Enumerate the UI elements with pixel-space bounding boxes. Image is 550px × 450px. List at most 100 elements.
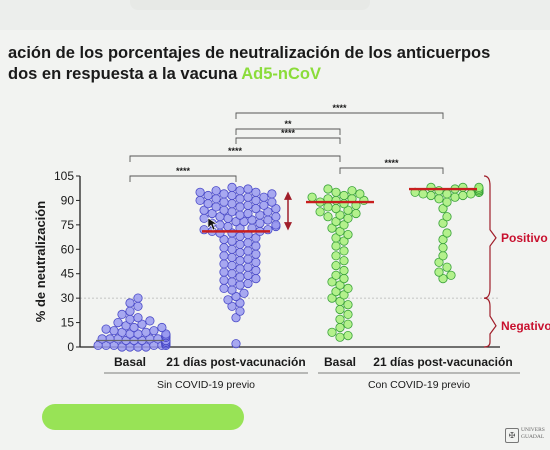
data-point <box>339 273 349 284</box>
data-point <box>251 273 261 284</box>
data-point <box>251 241 261 251</box>
data-point <box>323 212 333 222</box>
data-point <box>335 280 345 290</box>
arrow-up-head <box>284 191 292 200</box>
data-point <box>339 290 349 300</box>
data-point <box>343 330 353 341</box>
data-point <box>243 184 253 194</box>
data-point <box>271 220 281 230</box>
data-point <box>161 329 171 339</box>
data-point <box>227 244 237 254</box>
data-point <box>125 314 135 324</box>
data-point <box>331 204 341 214</box>
y-tick-label: 45 <box>61 267 75 281</box>
data-point <box>351 208 361 219</box>
significance-label: **** <box>332 103 347 113</box>
data-point <box>227 236 237 246</box>
data-point <box>203 190 213 201</box>
data-point <box>251 195 261 205</box>
data-point <box>97 334 107 344</box>
data-point <box>331 217 341 227</box>
data-point <box>335 322 345 333</box>
seal-icon: ✠ <box>505 428 519 443</box>
significance-label: **** <box>228 146 243 156</box>
data-point <box>219 197 229 207</box>
data-point <box>331 187 341 197</box>
data-point <box>327 293 337 303</box>
data-point <box>335 314 345 324</box>
data-point <box>235 194 245 204</box>
data-point <box>203 199 213 209</box>
data-point <box>466 189 476 199</box>
data-point <box>235 202 245 212</box>
data-point <box>133 293 143 303</box>
data-point <box>335 304 345 315</box>
data-point <box>133 301 143 311</box>
significance-label: **** <box>281 128 296 138</box>
data-point <box>219 259 229 269</box>
data-point <box>219 189 229 199</box>
data-point <box>474 182 484 192</box>
data-point <box>227 269 237 279</box>
data-point <box>235 231 245 241</box>
data-point <box>235 272 245 282</box>
data-point <box>231 339 241 349</box>
data-point <box>438 251 448 261</box>
y-tick-label: 0 <box>67 340 74 354</box>
data-point <box>343 300 353 310</box>
data-point <box>335 210 345 220</box>
data-point <box>219 205 229 215</box>
data-point <box>327 327 337 337</box>
data-point <box>145 316 155 326</box>
data-point <box>315 207 325 217</box>
data-point <box>195 195 205 205</box>
data-point <box>259 200 269 210</box>
data-point <box>211 186 221 196</box>
slide-top-accent <box>130 0 370 10</box>
data-point <box>157 322 167 333</box>
data-point <box>418 189 428 199</box>
data-point <box>442 189 452 199</box>
data-point <box>109 326 119 336</box>
data-point <box>434 186 444 196</box>
data-point <box>133 313 143 323</box>
data-point <box>331 251 341 261</box>
green-highlight-bar <box>42 404 244 430</box>
data-point <box>153 334 163 344</box>
data-point <box>219 234 229 245</box>
data-point <box>438 273 448 284</box>
y-tick-label: 15 <box>61 316 75 330</box>
data-point <box>426 190 436 201</box>
data-point <box>93 340 103 350</box>
data-point <box>343 283 353 293</box>
data-point <box>219 251 229 261</box>
data-point <box>343 230 353 240</box>
data-point <box>125 298 135 308</box>
y-axis-title: % de neutralización <box>33 201 48 322</box>
data-point <box>243 278 253 289</box>
data-point <box>347 186 357 196</box>
data-point <box>331 233 341 243</box>
data-point <box>227 207 237 217</box>
data-point <box>117 309 127 319</box>
group-label: Con COVID-19 previo <box>368 379 470 391</box>
data-point <box>121 321 131 331</box>
data-point <box>243 238 253 248</box>
x-category-label: Basal <box>324 355 356 369</box>
data-point <box>223 221 233 232</box>
significance-bracket <box>129 175 237 182</box>
data-point <box>239 288 249 298</box>
data-point <box>251 257 261 267</box>
data-point <box>227 260 237 271</box>
data-point <box>331 241 341 251</box>
data-point <box>339 236 349 246</box>
x-category-label: 21 días post-vacunación <box>373 355 512 369</box>
data-point <box>235 210 245 220</box>
data-point <box>219 283 229 293</box>
data-point <box>442 262 452 272</box>
data-point <box>243 246 253 256</box>
data-point <box>323 202 333 212</box>
data-point <box>339 199 349 209</box>
data-point <box>243 262 253 272</box>
title-vaccine-name: Ad5-nCoV <box>241 65 321 83</box>
